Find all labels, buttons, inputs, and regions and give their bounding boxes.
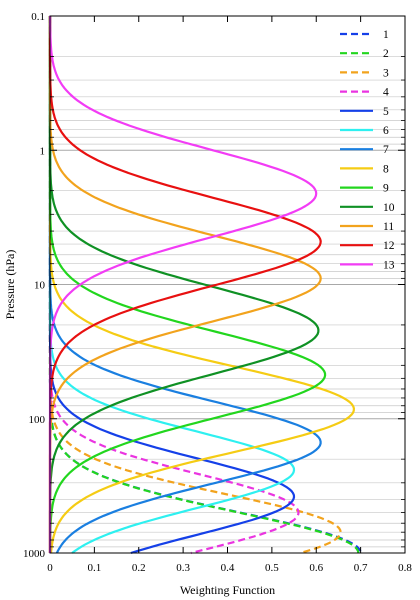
y-axis-title: Pressure (hPa) xyxy=(3,250,17,320)
legend-label-12: 12 xyxy=(383,240,395,252)
legend-label-3: 3 xyxy=(383,67,389,79)
x-tick-label: 0.4 xyxy=(221,562,235,574)
legend-label-8: 8 xyxy=(383,163,389,175)
axes: 0 0.1 0.2 0.3 0.4 0.5 0.6 0.7 0.8 0.1 1 10 100 1000 xyxy=(23,11,412,574)
legend-label-4: 4 xyxy=(383,87,389,99)
y-tick-label: 10 xyxy=(34,280,46,292)
y-tick-label: 0.1 xyxy=(31,11,45,23)
y-tick-label: 1 xyxy=(40,145,46,157)
y-tick-label: 1000 xyxy=(23,548,46,560)
x-axis-title: Weighting Function xyxy=(180,583,275,597)
x-tick-label: 0.8 xyxy=(398,562,412,574)
legend-label-1: 1 xyxy=(383,29,389,41)
x-tick-label: 0.6 xyxy=(309,562,323,574)
legend-label-6: 6 xyxy=(383,125,389,137)
x-tick-label: 0.2 xyxy=(132,562,146,574)
legend-label-13: 13 xyxy=(383,259,395,271)
legend-label-11: 11 xyxy=(383,221,394,233)
legend-label-5: 5 xyxy=(383,106,389,118)
legend-label-10: 10 xyxy=(383,202,395,214)
x-tick-label: 0.5 xyxy=(265,562,279,574)
x-tick-label: 0.7 xyxy=(354,562,368,574)
legend-label-7: 7 xyxy=(383,144,389,156)
x-tick-label: 0.3 xyxy=(176,562,190,574)
legend-label-2: 2 xyxy=(383,48,389,60)
x-tick-label: 0.1 xyxy=(88,562,102,574)
legend-label-9: 9 xyxy=(383,183,389,195)
y-tick-label: 100 xyxy=(29,414,46,426)
x-tick-label: 0 xyxy=(47,562,53,574)
